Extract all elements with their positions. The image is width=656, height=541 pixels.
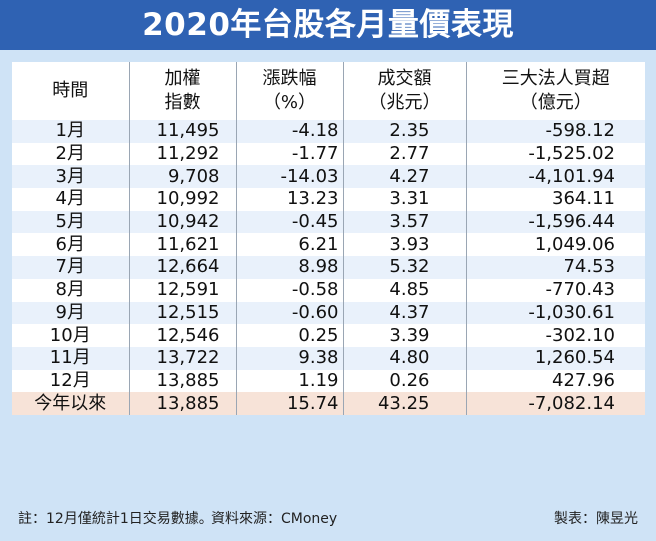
header-index: 加權 指數: [128, 62, 236, 120]
table-row: 10月 12,546 0.25 3.39 -302.10: [12, 324, 645, 347]
table-row: 5月 10,942 -0.45 3.57 -1,596.44: [12, 210, 645, 234]
cell-turnover: 3.57: [342, 210, 466, 234]
cell-net-buy: -770.43: [465, 278, 645, 302]
cell-change-pct: -4.18: [235, 120, 343, 143]
cell-month: 10月: [12, 324, 129, 347]
cell-change-pct: 8.98: [235, 256, 343, 279]
header-turnover: 成交額 （兆元）: [342, 62, 466, 120]
cell-month: 5月: [12, 210, 129, 234]
cell-turnover: 0.26: [342, 369, 466, 393]
cell-net-buy: -1,596.44: [465, 210, 645, 234]
header-institutional-net-buy: 三大法人買超 （億元）: [465, 62, 645, 120]
header-change-pct: 漲跌幅 （%）: [235, 62, 343, 120]
footnote: 註：12月僅統計1日交易數據。: [18, 511, 213, 527]
cell-turnover: 4.27: [342, 165, 466, 189]
table-row: 7月 12,664 8.98 5.32 74.53: [12, 256, 645, 279]
cell-net-buy: 364.11: [465, 188, 645, 211]
table-row: 11月 13,722 9.38 4.80 1,260.54: [12, 346, 645, 370]
cell-change-pct: 9.38: [235, 346, 343, 370]
table-row: 9月 12,515 -0.60 4.37 -1,030.61: [12, 301, 645, 325]
cell-net-buy: -598.12: [465, 120, 645, 143]
table-row-year-to-date: 今年以來 13,885 15.74 43.25 -7,082.14: [12, 392, 645, 415]
cell-month: 7月: [12, 256, 129, 279]
cell-turnover: 3.39: [342, 324, 466, 347]
cell-month: 3月: [12, 165, 129, 189]
cell-index: 13,722: [128, 346, 236, 370]
cell-turnover: 4.80: [342, 346, 466, 370]
cell-change-pct: 15.74: [235, 392, 343, 415]
cell-change-pct: 0.25: [235, 324, 343, 347]
table-row: 12月 13,885 1.19 0.26 427.96: [12, 369, 645, 393]
table-row: 4月 10,992 13.23 3.31 364.11: [12, 188, 645, 211]
cell-month: 今年以來: [12, 392, 129, 415]
cell-index: 9,708: [128, 165, 236, 189]
cell-month: 8月: [12, 278, 129, 302]
cell-change-pct: 6.21: [235, 233, 343, 257]
cell-turnover: 3.93: [342, 233, 466, 257]
cell-change-pct: -0.45: [235, 210, 343, 234]
cell-turnover: 43.25: [342, 392, 466, 415]
cell-turnover: 2.35: [342, 120, 466, 143]
cell-change-pct: -0.60: [235, 301, 343, 325]
cell-month: 12月: [12, 369, 129, 393]
data-table-container: 時間 加權 指數 漲跌幅 （%） 成交額 （兆元） 三大法人買超 （億元） 1月 11,4…: [12, 62, 645, 415]
cell-month: 1月: [12, 120, 129, 143]
cell-index: 12,546: [128, 324, 236, 347]
cell-turnover: 3.31: [342, 188, 466, 211]
cell-change-pct: -1.77: [235, 142, 343, 166]
cell-net-buy: 74.53: [465, 256, 645, 279]
cell-index: 11,621: [128, 233, 236, 257]
cell-change-pct: 13.23: [235, 188, 343, 211]
cell-index: 10,992: [128, 188, 236, 211]
cell-month: 4月: [12, 188, 129, 211]
cell-turnover: 5.32: [342, 256, 466, 279]
cell-turnover: 4.37: [342, 301, 466, 325]
table-row: 2月 11,292 -1.77 2.77 -1,525.02: [12, 142, 645, 166]
cell-index: 13,885: [128, 369, 236, 393]
cell-index: 11,495: [128, 120, 236, 143]
table-row: 8月 12,591 -0.58 4.85 -770.43: [12, 278, 645, 302]
cell-change-pct: 1.19: [235, 369, 343, 393]
table-row: 1月 11,495 -4.18 2.35 -598.12: [12, 120, 645, 143]
table-row: 3月 9,708 -14.03 4.27 -4,101.94: [12, 165, 645, 189]
cell-index: 12,664: [128, 256, 236, 279]
monthly-market-table: 時間 加權 指數 漲跌幅 （%） 成交額 （兆元） 三大法人買超 （億元） 1月 11,4…: [12, 62, 645, 415]
cell-month: 2月: [12, 142, 129, 166]
data-source: 資料來源：CMoney: [211, 511, 338, 527]
cell-index: 11,292: [128, 142, 236, 166]
cell-month: 11月: [12, 346, 129, 370]
cell-index: 13,885: [128, 392, 236, 415]
cell-net-buy: -7,082.14: [465, 392, 645, 415]
cell-month: 6月: [12, 233, 129, 257]
page-title: 2020年台股各月量價表現: [0, 0, 656, 50]
cell-net-buy: 1,260.54: [465, 346, 645, 370]
cell-index: 10,942: [128, 210, 236, 234]
cell-index: 12,515: [128, 301, 236, 325]
cell-month: 9月: [12, 301, 129, 325]
cell-change-pct: -0.58: [235, 278, 343, 302]
table-row: 6月 11,621 6.21 3.93 1,049.06: [12, 233, 645, 257]
cell-net-buy: -1,525.02: [465, 142, 645, 166]
cell-net-buy: 427.96: [465, 369, 645, 393]
cell-turnover: 4.85: [342, 278, 466, 302]
table-credit: 製表：陳昱光: [554, 511, 638, 527]
cell-net-buy: 1,049.06: [465, 233, 645, 257]
cell-index: 12,591: [128, 278, 236, 302]
cell-net-buy: -1,030.61: [465, 301, 645, 325]
table-header-row: 時間 加權 指數 漲跌幅 （%） 成交額 （兆元） 三大法人買超 （億元）: [12, 62, 645, 120]
header-time: 時間: [12, 62, 129, 120]
cell-change-pct: -14.03: [235, 165, 343, 189]
cell-turnover: 2.77: [342, 142, 466, 166]
cell-net-buy: -302.10: [465, 324, 645, 347]
cell-net-buy: -4,101.94: [465, 165, 645, 189]
